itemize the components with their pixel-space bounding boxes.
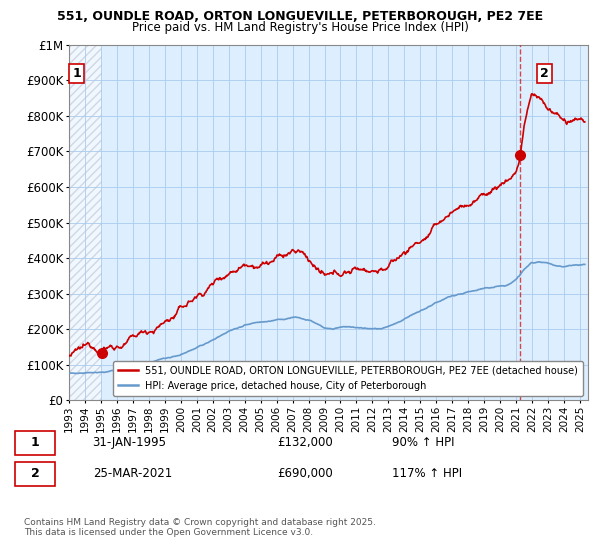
Text: 1: 1	[72, 67, 81, 80]
Text: 551, OUNDLE ROAD, ORTON LONGUEVILLE, PETERBOROUGH, PE2 7EE: 551, OUNDLE ROAD, ORTON LONGUEVILLE, PET…	[57, 10, 543, 23]
Text: Price paid vs. HM Land Registry's House Price Index (HPI): Price paid vs. HM Land Registry's House …	[131, 21, 469, 34]
Text: 31-JAN-1995: 31-JAN-1995	[92, 436, 167, 450]
Legend: 551, OUNDLE ROAD, ORTON LONGUEVILLE, PETERBOROUGH, PE2 7EE (detached house), HPI: 551, OUNDLE ROAD, ORTON LONGUEVILLE, PET…	[113, 361, 583, 395]
Text: £132,000: £132,000	[277, 436, 333, 450]
Text: Contains HM Land Registry data © Crown copyright and database right 2025.
This d: Contains HM Land Registry data © Crown c…	[24, 518, 376, 538]
Text: 2: 2	[31, 467, 40, 480]
Text: 1: 1	[31, 436, 40, 450]
Text: 117% ↑ HPI: 117% ↑ HPI	[392, 467, 462, 480]
Text: 25-MAR-2021: 25-MAR-2021	[92, 467, 172, 480]
Bar	[69, 45, 102, 400]
Bar	[15, 461, 55, 486]
Text: £690,000: £690,000	[277, 467, 333, 480]
Text: 2: 2	[540, 67, 549, 80]
Text: 90% ↑ HPI: 90% ↑ HPI	[392, 436, 455, 450]
Bar	[15, 431, 55, 455]
